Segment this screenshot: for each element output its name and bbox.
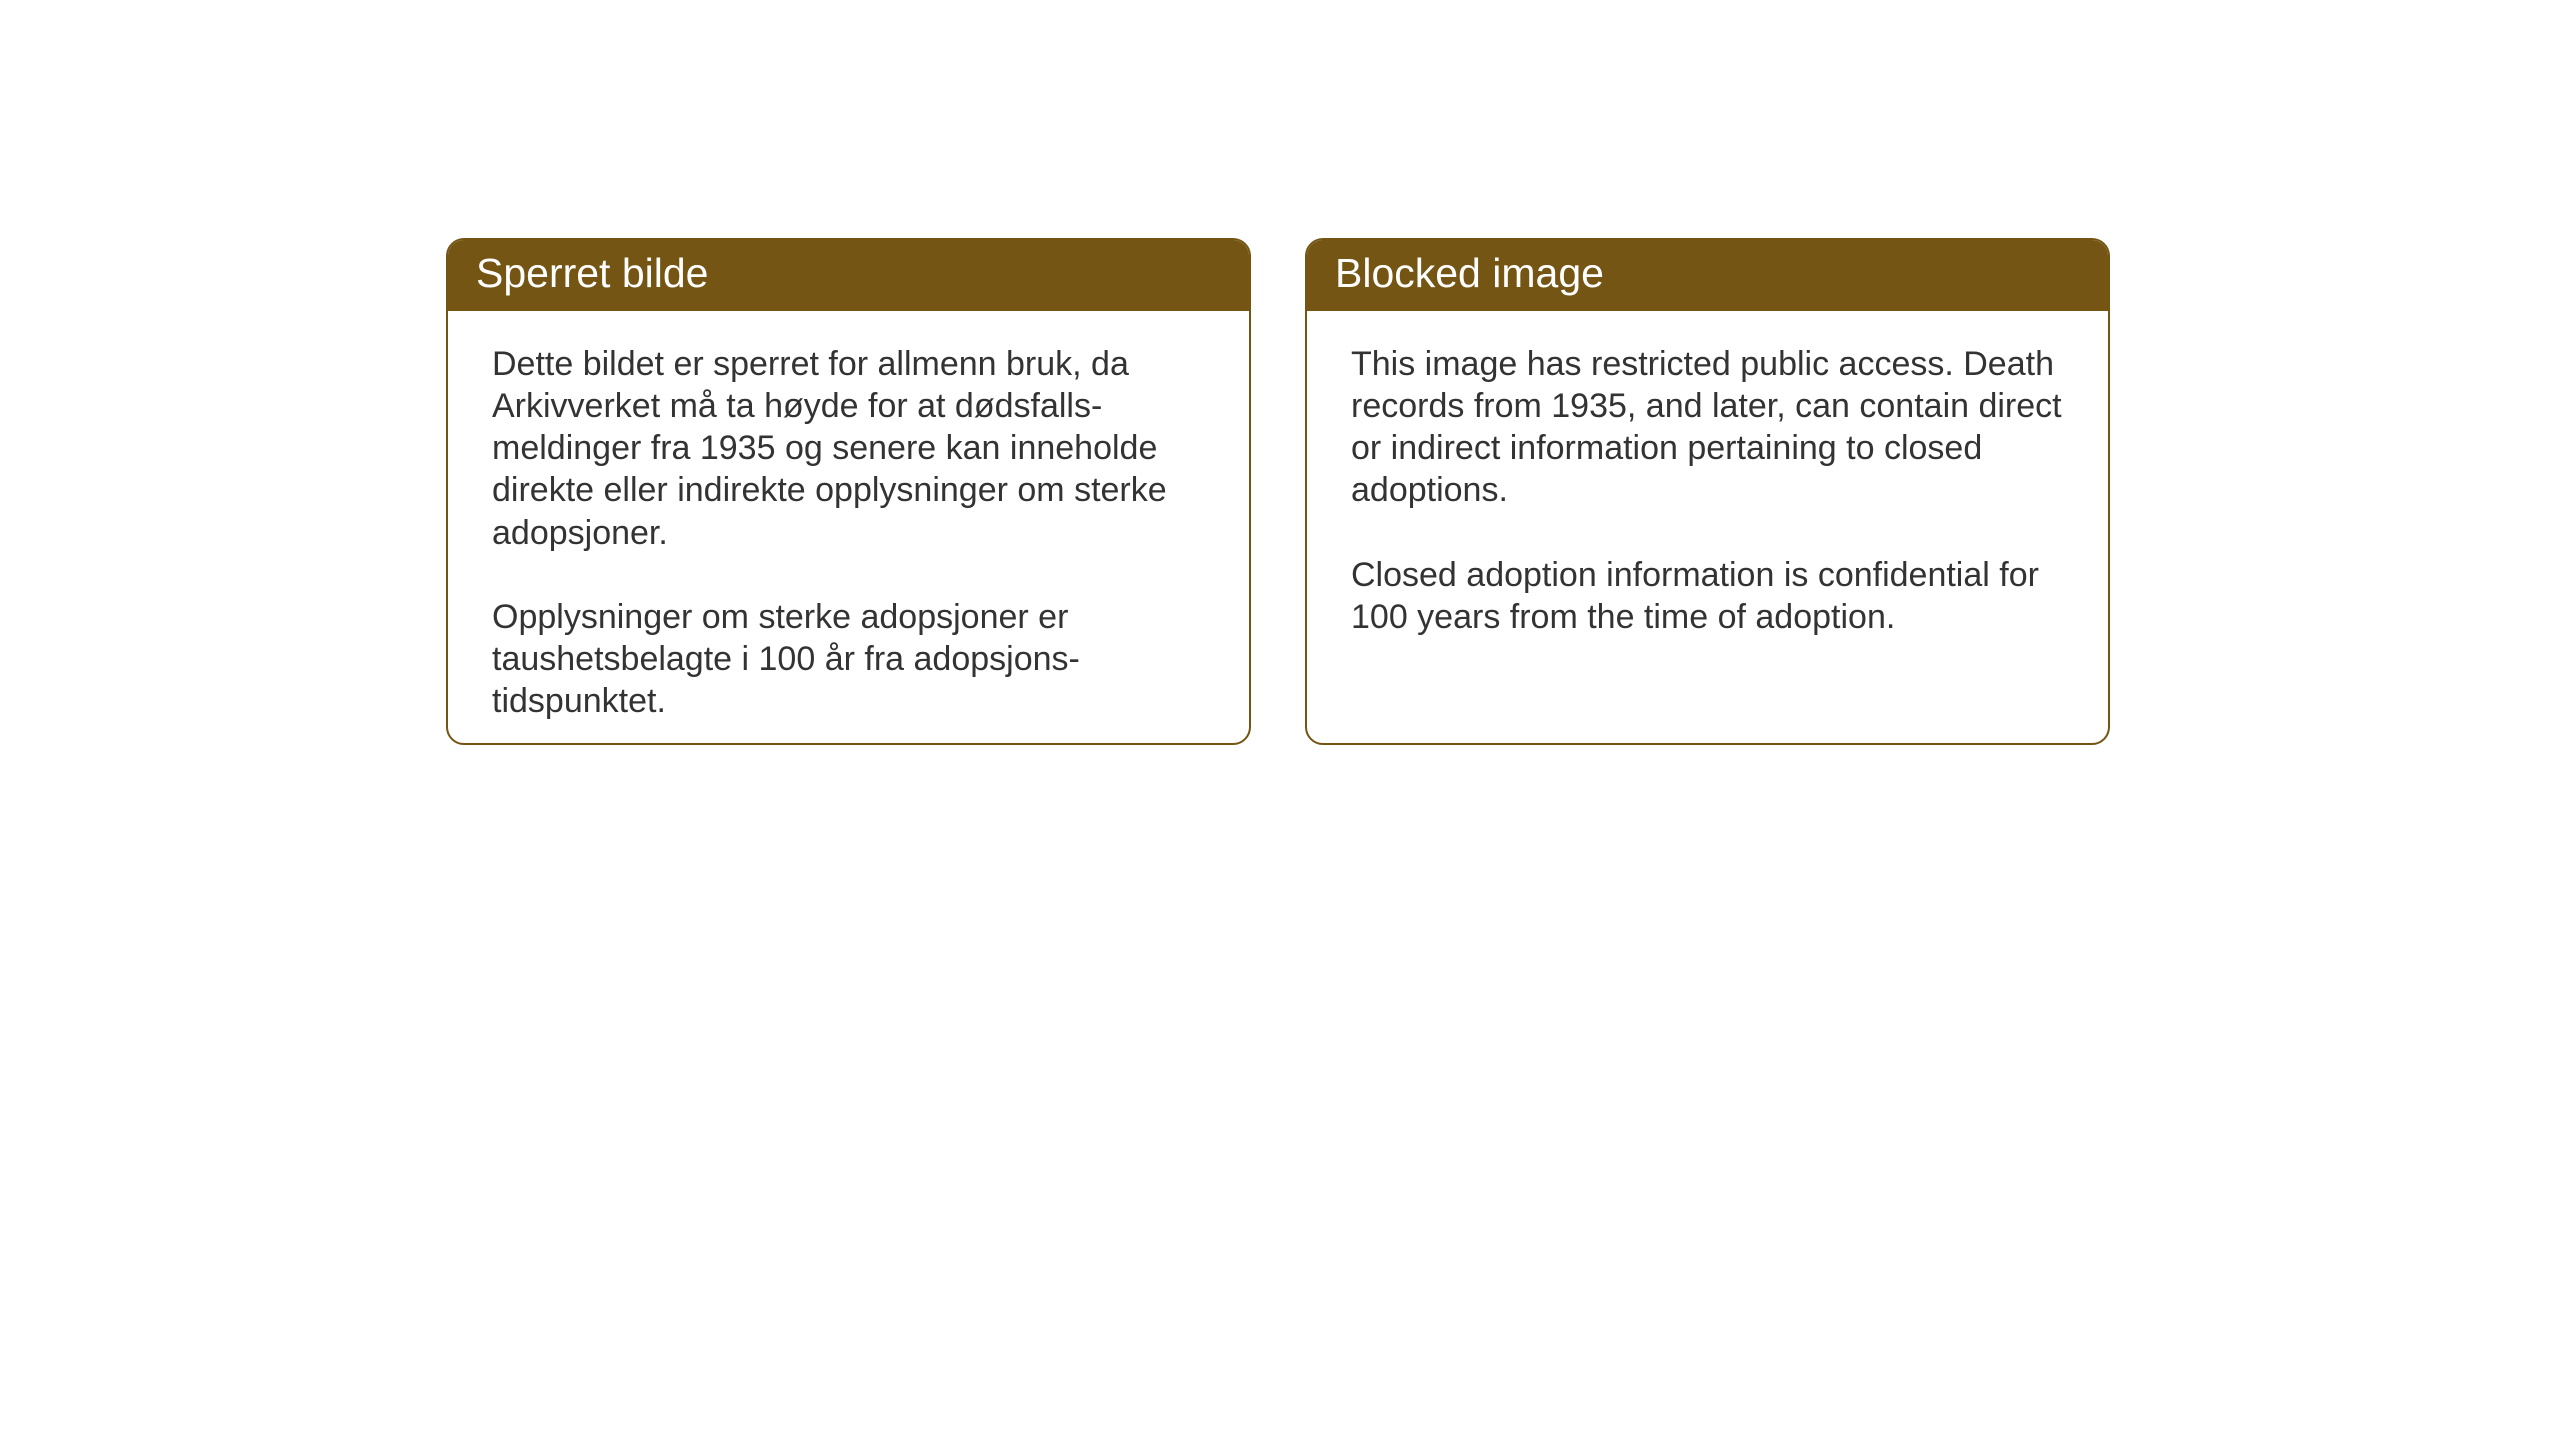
paragraph-english-2: Closed adoption information is confident…: [1351, 554, 2064, 638]
card-english: Blocked image This image has restricted …: [1305, 238, 2110, 745]
card-body-norwegian: Dette bildet er sperret for allmenn bruk…: [448, 311, 1249, 745]
paragraph-english-1: This image has restricted public access.…: [1351, 343, 2064, 512]
card-norwegian: Sperret bilde Dette bildet er sperret fo…: [446, 238, 1251, 745]
card-header-norwegian: Sperret bilde: [448, 240, 1249, 311]
card-header-english: Blocked image: [1307, 240, 2108, 311]
cards-container: Sperret bilde Dette bildet er sperret fo…: [446, 238, 2110, 745]
paragraph-norwegian-2: Opplysninger om sterke adopsjoner er tau…: [492, 596, 1205, 722]
paragraph-norwegian-1: Dette bildet er sperret for allmenn bruk…: [492, 343, 1205, 554]
card-body-english: This image has restricted public access.…: [1307, 311, 2108, 670]
